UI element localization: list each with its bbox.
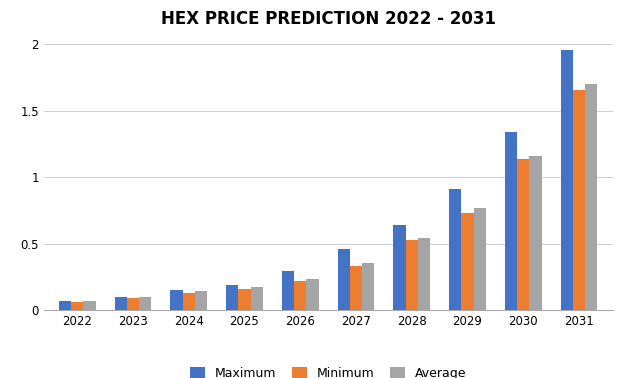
Bar xyxy=(251,287,263,310)
Bar xyxy=(350,266,362,310)
Bar xyxy=(238,289,251,310)
Bar xyxy=(83,301,96,310)
Bar xyxy=(517,159,529,310)
Bar xyxy=(306,279,319,310)
Bar xyxy=(474,208,486,310)
Bar xyxy=(127,298,139,310)
Bar xyxy=(139,297,151,310)
Bar xyxy=(282,271,294,310)
Bar xyxy=(406,240,418,310)
Bar xyxy=(195,291,207,310)
Legend: Maximum, Minimum, Average: Maximum, Minimum, Average xyxy=(185,363,471,378)
Bar xyxy=(294,281,306,310)
Title: HEX PRICE PREDICTION 2022 - 2031: HEX PRICE PREDICTION 2022 - 2031 xyxy=(161,10,496,28)
Bar xyxy=(71,302,83,310)
Bar xyxy=(561,50,573,310)
Bar xyxy=(461,213,474,310)
Bar xyxy=(393,225,406,310)
Bar xyxy=(114,297,127,310)
Bar xyxy=(338,249,350,310)
Bar xyxy=(59,301,71,310)
Bar xyxy=(529,156,542,310)
Bar xyxy=(362,263,374,310)
Bar xyxy=(418,238,430,310)
Bar xyxy=(171,290,182,310)
Bar xyxy=(226,285,238,310)
Bar xyxy=(505,132,517,310)
Bar xyxy=(585,84,597,310)
Bar xyxy=(182,293,195,310)
Bar xyxy=(449,189,461,310)
Bar xyxy=(573,90,585,310)
